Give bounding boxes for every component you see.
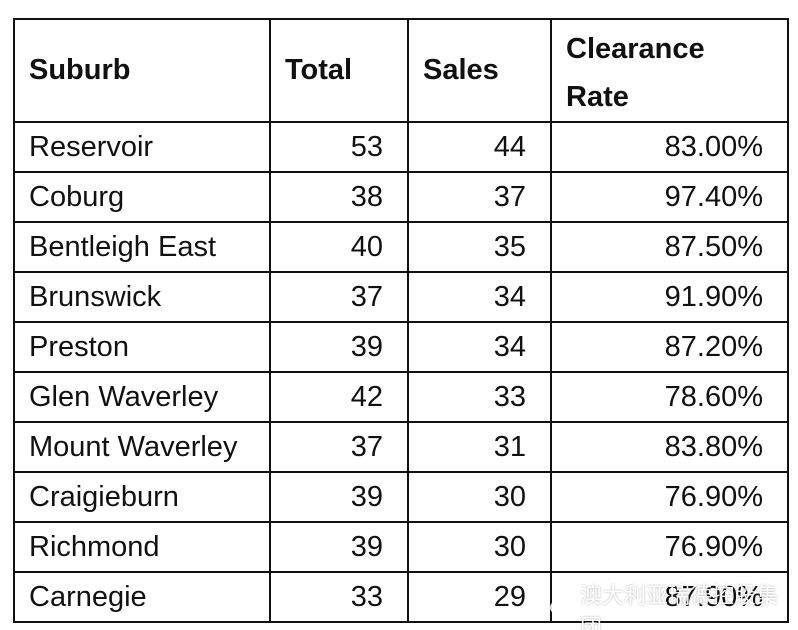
cell-total: 39 xyxy=(269,521,409,573)
table-row: Reservoir 53 44 83.00% xyxy=(13,121,789,173)
cell-sales: 30 xyxy=(407,471,552,523)
table-row: Brunswick 37 34 91.90% xyxy=(13,271,789,323)
cell-clearance-rate: 76.90% xyxy=(550,471,789,523)
cell-clearance-rate: 76.90% xyxy=(550,521,789,573)
cell-suburb: Coburg xyxy=(13,171,271,223)
table-header-row: Suburb Total Sales Clearance Rate xyxy=(13,18,789,123)
cell-total: 53 xyxy=(269,121,409,173)
header-sales: Sales xyxy=(407,18,552,123)
table-row: Bentleigh East 40 35 87.50% xyxy=(13,221,789,273)
cell-suburb: Glen Waverley xyxy=(13,371,271,423)
cell-suburb: Carnegie xyxy=(13,571,271,623)
table-row: Preston 39 34 87.20% xyxy=(13,321,789,373)
cell-sales: 31 xyxy=(407,421,552,473)
table-row: Craigieburn 39 30 76.90% xyxy=(13,471,789,523)
cell-clearance-rate: 83.00% xyxy=(550,121,789,173)
cell-suburb: Richmond xyxy=(13,521,271,573)
table-body: Reservoir 53 44 83.00% Coburg 38 37 97.40% Bentl… xyxy=(13,121,789,623)
table-row: Coburg 38 37 97.40% xyxy=(13,171,789,223)
cell-clearance-rate: 87.90% xyxy=(550,571,789,623)
cell-total: 38 xyxy=(269,171,409,223)
cell-total: 40 xyxy=(269,221,409,273)
cell-total: 37 xyxy=(269,421,409,473)
table-row: Glen Waverley 42 33 78.60% xyxy=(13,371,789,423)
cell-suburb: Brunswick xyxy=(13,271,271,323)
cell-suburb: Craigieburn xyxy=(13,471,271,523)
cell-sales: 34 xyxy=(407,321,552,373)
cell-total: 39 xyxy=(269,471,409,523)
header-suburb: Suburb xyxy=(13,18,271,123)
cell-total: 33 xyxy=(269,571,409,623)
cell-sales: 35 xyxy=(407,221,552,273)
suburb-clearance-table: Suburb Total Sales Clearance Rate Reserv… xyxy=(13,18,789,623)
cell-sales: 33 xyxy=(407,371,552,423)
cell-sales: 34 xyxy=(407,271,552,323)
cell-total: 39 xyxy=(269,321,409,373)
cell-clearance-rate: 87.20% xyxy=(550,321,789,373)
table-row: Carnegie 33 29 87.90% xyxy=(13,571,789,623)
cell-total: 37 xyxy=(269,271,409,323)
cell-suburb: Bentleigh East xyxy=(13,221,271,273)
cell-clearance-rate: 83.80% xyxy=(550,421,789,473)
cell-sales: 29 xyxy=(407,571,552,623)
cell-clearance-rate: 78.60% xyxy=(550,371,789,423)
table-row: Richmond 39 30 76.90% xyxy=(13,521,789,573)
cell-total: 42 xyxy=(269,371,409,423)
cell-suburb: Reservoir xyxy=(13,121,271,173)
cell-sales: 37 xyxy=(407,171,552,223)
cell-clearance-rate: 97.40% xyxy=(550,171,789,223)
cell-suburb: Mount Waverley xyxy=(13,421,271,473)
cell-suburb: Preston xyxy=(13,321,271,373)
cell-clearance-rate: 87.50% xyxy=(550,221,789,273)
cell-clearance-rate: 91.90% xyxy=(550,271,789,323)
table-row: Mount Waverley 37 31 83.80% xyxy=(13,421,789,473)
header-clearance-rate: Clearance Rate xyxy=(550,18,789,123)
cell-sales: 30 xyxy=(407,521,552,573)
cell-sales: 44 xyxy=(407,121,552,173)
header-total: Total xyxy=(269,18,409,123)
